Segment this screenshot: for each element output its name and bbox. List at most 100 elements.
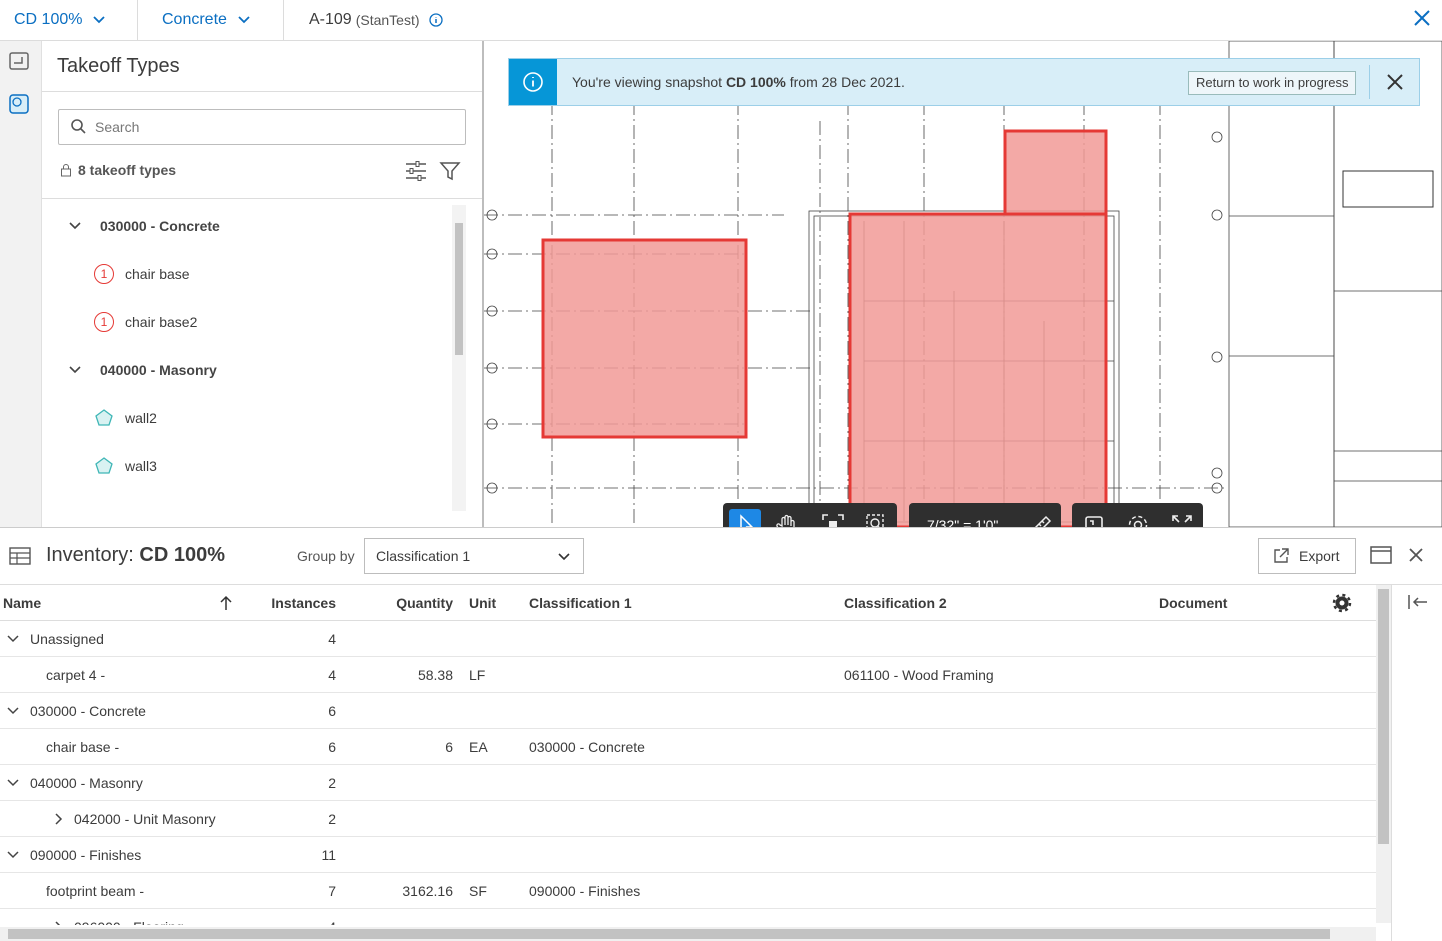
h-scrollbar[interactable] bbox=[0, 927, 1376, 941]
column-settings[interactable] bbox=[1332, 593, 1352, 613]
return-button[interactable]: Return to work in progress bbox=[1188, 71, 1357, 95]
cell-classification-1: 090000 - Finishes bbox=[529, 883, 641, 899]
group-by-select[interactable]: Classification 1 bbox=[364, 538, 584, 574]
v-scrollbar[interactable] bbox=[1376, 585, 1391, 923]
cell-instances: 2 bbox=[328, 811, 336, 827]
chevron bbox=[7, 635, 19, 643]
snapshot-dropdown[interactable]: CD 100% bbox=[14, 0, 106, 40]
table-row[interactable]: footprint beam - 7 3162.16 SF 090000 - Finis… bbox=[0, 873, 1376, 909]
table-row[interactable]: carpet 4 - 4 58.38 LF 061100 - Wood Framing bbox=[0, 657, 1376, 693]
item-label: wall2 bbox=[125, 410, 157, 426]
takeoff-icon[interactable] bbox=[8, 93, 30, 115]
tree-item[interactable]: 1 chair base bbox=[58, 250, 453, 298]
drawing bbox=[484, 41, 1442, 527]
inventory-panel: Inventory: CD 100% Group by Classificati… bbox=[0, 527, 1442, 941]
sheet-info: A-109 (StanTest) bbox=[309, 0, 444, 40]
view-group bbox=[1072, 503, 1203, 527]
info-icon[interactable] bbox=[428, 12, 444, 28]
divider bbox=[0, 584, 1442, 585]
table-row[interactable]: 096000 - Flooring 4 bbox=[0, 909, 1376, 925]
cell-instances: 7 bbox=[328, 883, 336, 899]
tree-item[interactable]: wall2 bbox=[58, 394, 453, 442]
zoom-tool[interactable] bbox=[863, 511, 893, 527]
table-row[interactable]: chair base - 6 6 EA 030000 - Concrete bbox=[0, 729, 1376, 765]
measure-tool[interactable] bbox=[1026, 511, 1054, 527]
scale[interactable]: 7/32" = 1'0" bbox=[927, 517, 999, 527]
collapse-panel[interactable] bbox=[1406, 592, 1430, 612]
cell-name: 096000 - Flooring bbox=[74, 909, 184, 925]
export-button[interactable]: Export bbox=[1258, 538, 1356, 574]
table-row[interactable]: Unassigned 4 bbox=[0, 621, 1376, 657]
cell-instances: 4 bbox=[230, 909, 336, 925]
chevron bbox=[558, 553, 570, 561]
top-bar: CD 100% Concrete A-109 (StanTest) bbox=[0, 0, 1442, 41]
close-button[interactable] bbox=[1412, 8, 1432, 28]
col-classification-2[interactable]: Classification 2 bbox=[844, 595, 947, 611]
snapshot: CD 100% bbox=[14, 11, 83, 28]
cell-instances: 11 bbox=[321, 847, 336, 863]
inventory-title: Inventory: CD 100% bbox=[46, 544, 225, 567]
scrollbar[interactable] bbox=[452, 205, 466, 511]
sort-arrow[interactable] bbox=[218, 594, 234, 612]
item-label: chair base2 bbox=[125, 314, 198, 330]
banner-snapshot: CD 100% bbox=[725, 74, 786, 90]
chevron bbox=[238, 16, 250, 24]
inventory-close[interactable] bbox=[1408, 547, 1424, 563]
banner-prefix: You're viewing snapshot bbox=[572, 74, 723, 90]
divider bbox=[1391, 585, 1392, 941]
cell-name: 090000 - Finishes bbox=[30, 847, 142, 863]
cell-name: footprint beam - bbox=[46, 883, 145, 899]
table-row[interactable]: 090000 - Finishes 11 bbox=[0, 837, 1376, 873]
separator bbox=[1369, 65, 1370, 99]
area-icon bbox=[95, 409, 113, 426]
dock-button[interactable] bbox=[1370, 545, 1392, 565]
table-row[interactable]: 030000 - Concrete 6 bbox=[0, 693, 1376, 729]
group-label: 030000 - Concrete bbox=[100, 218, 220, 234]
cell-unit: LF bbox=[469, 667, 486, 683]
scroll-thumb[interactable] bbox=[1378, 589, 1389, 844]
lock-icon bbox=[61, 164, 71, 177]
sheets-icon[interactable] bbox=[8, 51, 30, 71]
cell-instances: 6 bbox=[328, 703, 336, 719]
pan-tool[interactable] bbox=[773, 511, 801, 527]
snapshot-banner: You're viewing snapshot CD 100% from 28 … bbox=[508, 58, 1420, 106]
banner-suffix: from 28 Dec 2021. bbox=[789, 74, 905, 90]
search-placeholder: Search bbox=[95, 119, 140, 135]
table-row[interactable]: 040000 - Masonry 2 bbox=[0, 765, 1376, 801]
scroll-thumb[interactable] bbox=[8, 929, 1330, 939]
fullscreen-tool[interactable] bbox=[1168, 511, 1196, 527]
col-name[interactable]: Name bbox=[3, 595, 42, 611]
takeoff-panel: Takeoff Types Search 8 takeoff types 030… bbox=[42, 41, 484, 527]
drawing-canvas[interactable]: 7/32" = 1'0" bbox=[484, 41, 1442, 527]
cell-instances: 4 bbox=[328, 667, 336, 683]
col-quantity[interactable]: Quantity bbox=[396, 595, 453, 611]
search-icon bbox=[71, 119, 86, 134]
sheet-view-tool[interactable] bbox=[1080, 511, 1108, 527]
cell-name: 030000 - Concrete bbox=[30, 703, 146, 719]
col-document[interactable]: Document bbox=[1159, 595, 1228, 611]
group-by-value: Classification 1 bbox=[376, 548, 471, 564]
tree-item[interactable]: wall3 bbox=[58, 442, 453, 490]
col-instances[interactable]: Instances bbox=[271, 595, 336, 611]
cell-name: chair base - bbox=[46, 739, 120, 755]
col-classification-1[interactable]: Classification 1 bbox=[529, 595, 632, 611]
settings-sliders[interactable] bbox=[404, 160, 428, 182]
chevron bbox=[55, 813, 63, 825]
trade-dropdown[interactable]: Concrete bbox=[162, 0, 251, 40]
scroll-thumb[interactable] bbox=[455, 223, 463, 355]
export-icon bbox=[1274, 548, 1289, 563]
group-by-label: Group by bbox=[297, 548, 355, 564]
settings-tool[interactable] bbox=[1124, 511, 1152, 527]
cell-unit: EA bbox=[469, 739, 488, 755]
tree-group[interactable]: 040000 - Masonry bbox=[58, 346, 453, 394]
table-row[interactable]: 042000 - Unit Masonry 2 bbox=[0, 801, 1376, 837]
tree-group[interactable]: 030000 - Concrete bbox=[58, 202, 453, 250]
col-unit[interactable]: Unit bbox=[469, 595, 497, 611]
banner-close[interactable] bbox=[1385, 72, 1405, 92]
select-tool[interactable] bbox=[729, 509, 761, 527]
tree-item[interactable]: 1 chair base2 bbox=[58, 298, 453, 346]
fit-tool[interactable] bbox=[819, 511, 847, 527]
filter-button[interactable] bbox=[439, 160, 461, 182]
cell-classification-2: 061100 - Wood Framing bbox=[844, 667, 994, 683]
search-box[interactable]: Search bbox=[58, 109, 466, 145]
